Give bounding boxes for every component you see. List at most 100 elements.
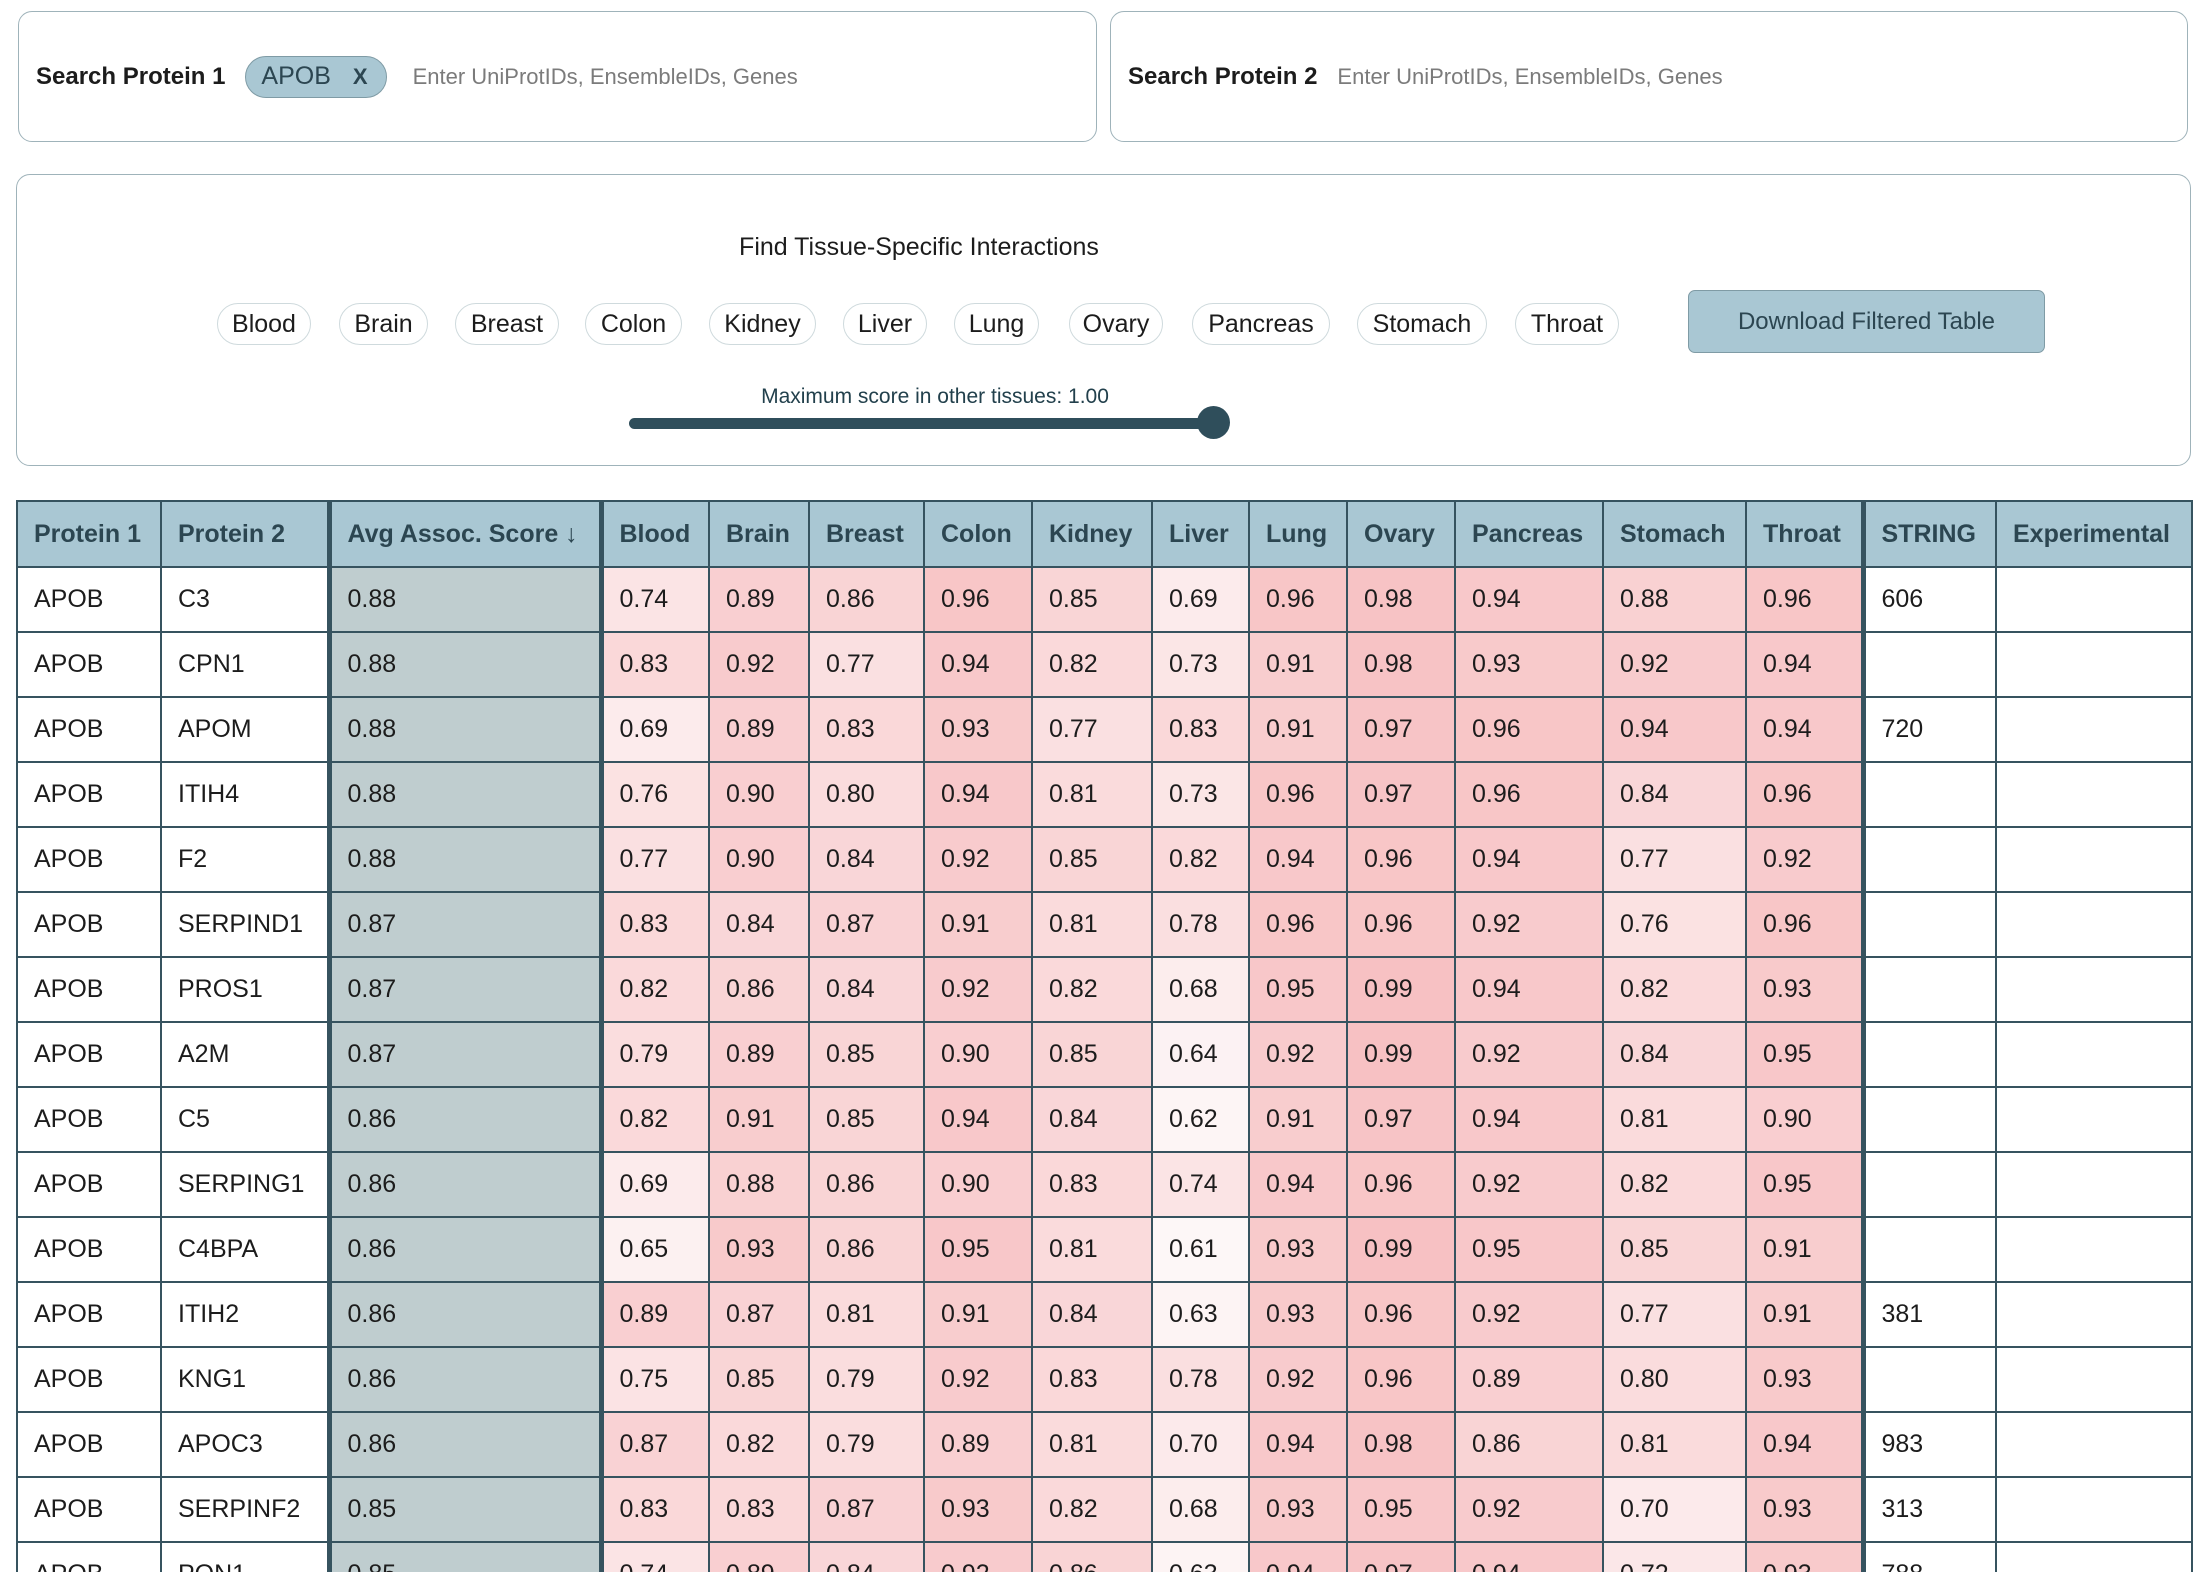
table-row[interactable]: APOB ITIH4 0.88 0.76 0.90 0.80 0.94 0.81 0.73 0.9…	[16, 761, 2193, 828]
table-cell: 0.95	[1745, 1021, 1866, 1088]
tissue-button-breast[interactable]: Breast	[455, 303, 559, 345]
table-cell: 0.86	[1454, 1411, 1604, 1478]
table-cell: 0.82	[708, 1411, 810, 1478]
filter-title: Find Tissue-Specific Interactions	[739, 233, 1099, 261]
table-cell: 0.93	[1745, 1541, 1866, 1572]
table-cell: 0.91	[708, 1086, 810, 1153]
table-cell: 0.89	[708, 1541, 810, 1572]
table-body: APOB C3 0.88 0.74 0.89 0.86 0.96 0.85 0.69 0.96 0.…	[16, 566, 2193, 1572]
table-cell: 0.94	[1248, 1541, 1348, 1572]
table-row[interactable]: APOB C4BPA 0.86 0.65 0.93 0.86 0.95 0.81 0.61 0.9…	[16, 1216, 2193, 1283]
max-score-slider-label: Maximum score in other tissues: 1.00	[761, 385, 1109, 408]
column-header[interactable]: Liver	[1151, 500, 1250, 568]
table-cell: 720	[1862, 696, 1997, 763]
table-cell: C3	[160, 566, 332, 633]
column-header[interactable]: Brain	[708, 500, 810, 568]
tissue-button-stomach[interactable]: Stomach	[1357, 303, 1487, 345]
table-cell: 0.84	[1602, 1021, 1747, 1088]
max-score-slider-track[interactable]	[629, 418, 1215, 429]
column-header[interactable]: Protein 1	[16, 500, 162, 568]
table-cell: 0.92	[923, 956, 1033, 1023]
table-cell: 0.82	[1031, 1476, 1153, 1543]
table-row[interactable]: APOB ITIH2 0.86 0.89 0.87 0.81 0.91 0.84 0.63 0.9…	[16, 1281, 2193, 1348]
column-header[interactable]: Avg Assoc. Score ↓	[328, 500, 604, 568]
table-cell: 0.84	[1602, 761, 1747, 828]
table-row[interactable]: APOB SERPING1 0.86 0.69 0.88 0.86 0.90 0.83 0.74…	[16, 1151, 2193, 1218]
column-header[interactable]: Protein 2	[160, 500, 332, 568]
table-cell: 788	[1862, 1541, 1997, 1572]
table-cell	[1862, 956, 1997, 1023]
table-cell: 606	[1862, 566, 1997, 633]
table-row[interactable]: APOB APOC3 0.86 0.87 0.82 0.79 0.89 0.81 0.70 0.9…	[16, 1411, 2193, 1478]
table-cell: 0.96	[1248, 566, 1348, 633]
table-cell: 0.88	[1602, 566, 1747, 633]
table-cell: 0.93	[1454, 631, 1604, 698]
table-cell: 0.86	[808, 1151, 925, 1218]
max-score-slider-thumb[interactable]	[1197, 406, 1230, 439]
table-row[interactable]: APOB PROS1 0.87 0.82 0.86 0.84 0.92 0.82 0.68 0.9…	[16, 956, 2193, 1023]
column-header[interactable]: Breast	[808, 500, 925, 568]
table-cell: 0.96	[1346, 826, 1456, 893]
tissue-button-lung[interactable]: Lung	[954, 303, 1039, 345]
table-cell	[1995, 761, 2193, 828]
table-row[interactable]: APOB APOM 0.88 0.69 0.89 0.83 0.93 0.77 0.83 0.91…	[16, 696, 2193, 763]
search-protein-1-box: Search Protein 1 APOB X	[18, 11, 1097, 142]
table-row[interactable]: APOB F2 0.88 0.77 0.90 0.84 0.92 0.85 0.82 0.94 0.…	[16, 826, 2193, 893]
table-cell: 0.63	[1151, 1281, 1250, 1348]
column-header[interactable]: Pancreas	[1454, 500, 1604, 568]
tissue-button-kidney[interactable]: Kidney	[709, 303, 816, 345]
column-header[interactable]: Ovary	[1346, 500, 1456, 568]
column-header[interactable]: Experimental	[1995, 500, 2193, 568]
table-row[interactable]: APOB SERPINF2 0.85 0.83 0.83 0.87 0.93 0.82 0.68…	[16, 1476, 2193, 1543]
table-row[interactable]: APOB KNG1 0.86 0.75 0.85 0.79 0.92 0.83 0.78 0.92…	[16, 1346, 2193, 1413]
table-cell: C5	[160, 1086, 332, 1153]
table-cell: 0.68	[1151, 1476, 1250, 1543]
tissue-button-pancreas[interactable]: Pancreas	[1192, 303, 1330, 345]
table-row[interactable]: APOB C5 0.86 0.82 0.91 0.85 0.94 0.84 0.62 0.91 0.…	[16, 1086, 2193, 1153]
column-header[interactable]: STRING	[1862, 500, 1997, 568]
table-cell: 0.80	[1602, 1346, 1747, 1413]
table-cell: 0.94	[1454, 1086, 1604, 1153]
table-cell: APOB	[16, 1281, 162, 1348]
column-header[interactable]: Blood	[600, 500, 710, 568]
column-header[interactable]: Lung	[1248, 500, 1348, 568]
table-cell: 983	[1862, 1411, 1997, 1478]
tissue-button-ovary[interactable]: Ovary	[1069, 303, 1163, 345]
table-cell: 0.91	[923, 1281, 1033, 1348]
table-cell: APOB	[16, 761, 162, 828]
table-row[interactable]: APOBPON10.850.740.890.840.920.860.630.94…	[16, 1541, 2193, 1572]
remove-chip-icon[interactable]: X	[352, 63, 368, 89]
table-cell: 0.73	[1151, 631, 1250, 698]
search-protein-2-input[interactable]	[1337, 63, 1938, 90]
table-cell: 0.74	[600, 566, 710, 633]
download-filtered-table-button[interactable]: Download Filtered Table	[1688, 290, 2045, 353]
column-header[interactable]: Stomach	[1602, 500, 1747, 568]
table-cell: 0.96	[1454, 761, 1604, 828]
table-row[interactable]: APOB A2M 0.87 0.79 0.89 0.85 0.90 0.85 0.64 0.92 0…	[16, 1021, 2193, 1088]
table-cell: APOB	[16, 1151, 162, 1218]
table-cell: 0.85	[1031, 1021, 1153, 1088]
table-cell: APOB	[16, 631, 162, 698]
tissue-filter-panel: Find Tissue-Specific Interactions Blood …	[16, 174, 2191, 466]
table-cell	[1862, 1346, 1997, 1413]
table-header-row: Protein 1 Protein 2 Avg Assoc. Score ↓ Bloo…	[16, 500, 2193, 568]
table-row[interactable]: APOB SERPIND1 0.87 0.83 0.84 0.87 0.91 0.81 0.78…	[16, 891, 2193, 958]
column-header[interactable]: Colon	[923, 500, 1033, 568]
table-cell: 0.90	[708, 761, 810, 828]
column-header[interactable]: Throat	[1745, 500, 1866, 568]
tissue-button-colon[interactable]: Colon	[585, 303, 682, 345]
table-cell: 0.93	[923, 1476, 1033, 1543]
selected-protein-chip[interactable]: APOB X	[245, 55, 387, 98]
table-row[interactable]: APOB C3 0.88 0.74 0.89 0.86 0.96 0.85 0.69 0.96 0.…	[16, 566, 2193, 633]
tissue-button-brain[interactable]: Brain	[339, 303, 428, 345]
table-cell: 0.86	[328, 1411, 604, 1478]
tissue-button-throat[interactable]: Throat	[1515, 303, 1619, 345]
table-cell: 0.81	[1602, 1411, 1747, 1478]
search-protein-1-input[interactable]	[412, 63, 1013, 90]
table-row[interactable]: APOB CPN1 0.88 0.83 0.92 0.77 0.94 0.82 0.73 0.91…	[16, 631, 2193, 698]
tissue-button-blood[interactable]: Blood	[217, 303, 311, 345]
table-cell: C4BPA	[160, 1216, 332, 1283]
selected-protein-chip-label: APOB	[261, 62, 331, 90]
tissue-button-liver[interactable]: Liver	[843, 303, 927, 345]
column-header[interactable]: Kidney	[1031, 500, 1153, 568]
